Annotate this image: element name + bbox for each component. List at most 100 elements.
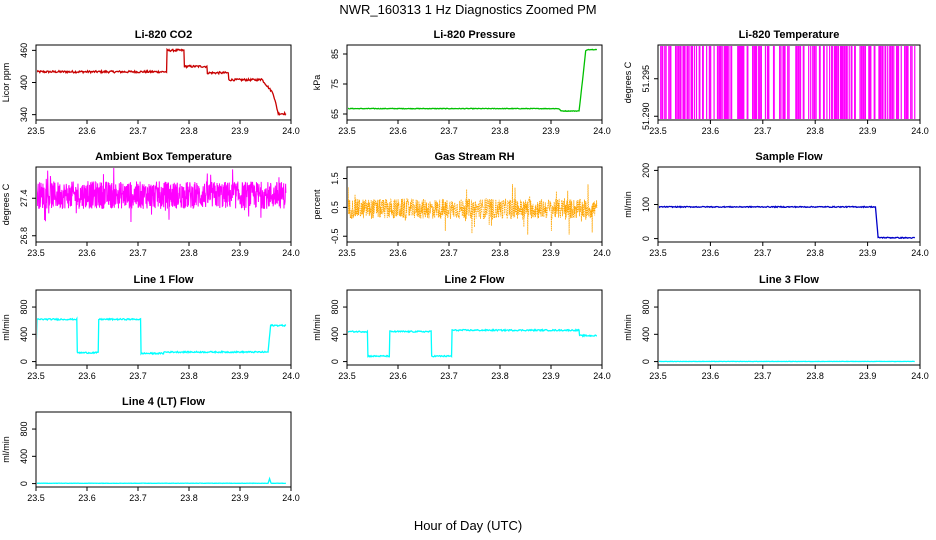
- x-tick-label: 23.7: [440, 371, 458, 381]
- x-tick-label: 23.8: [491, 126, 509, 136]
- y-tick-label: 800: [19, 422, 29, 437]
- x-tick-label: 24.0: [911, 371, 929, 381]
- x-tick-label: 23.5: [27, 493, 45, 503]
- y-tick-label: 400: [641, 327, 651, 342]
- y-axis-label: ml/min: [1, 436, 11, 463]
- data-series: [37, 47, 287, 117]
- y-axis-label: ml/min: [1, 314, 11, 341]
- x-tick-label: 23.5: [338, 248, 356, 258]
- subplot-title: Li-820 Pressure: [434, 29, 516, 41]
- x-tick-label: 23.9: [859, 371, 877, 381]
- y-tick-label: 340: [19, 107, 29, 122]
- subplot-5: Gas Stream RH percent 23.5 23.6 23.7 23.8 23.9…: [312, 151, 611, 258]
- x-tick-label: 24.0: [282, 126, 300, 136]
- plot-frame: [657, 289, 921, 366]
- x-tick-label: 23.5: [27, 371, 45, 381]
- x-tick-label: 23.6: [78, 371, 96, 381]
- y-tick-label: 1.5: [330, 172, 340, 185]
- plot-frame: [346, 289, 603, 366]
- x-tick-label: 24.0: [282, 248, 300, 258]
- subplot-title: Sample Flow: [755, 151, 823, 163]
- plot-frame: [346, 166, 603, 243]
- y-tick-label: -0.5: [330, 228, 340, 244]
- plot-frame: [35, 166, 292, 243]
- x-tick-label: 23.7: [754, 248, 772, 258]
- data-series: [348, 48, 597, 113]
- y-axis-label: percent: [312, 189, 322, 220]
- y-tick-label: 400: [330, 327, 340, 342]
- series-line: [37, 47, 287, 117]
- subplot-title: Ambient Box Temperature: [95, 151, 232, 163]
- plot-frame: [657, 44, 921, 121]
- x-tick-label: 23.7: [129, 493, 147, 503]
- x-tick-label: 23.6: [702, 371, 720, 381]
- series-line: [659, 205, 916, 240]
- x-tick-label: 24.0: [282, 493, 300, 503]
- y-tick-label: 0.5: [330, 201, 340, 214]
- series-line: [348, 48, 597, 113]
- subplot-10: Line 4 (LT) Flow ml/min 23.5 23.6 23.7 23.8 23…: [1, 396, 300, 503]
- y-tick-label: 200: [641, 163, 651, 178]
- x-tick-label: 23.7: [129, 126, 147, 136]
- y-tick-label: 800: [330, 300, 340, 315]
- series-line: [37, 316, 287, 356]
- subplot-title: Gas Stream RH: [434, 151, 514, 163]
- plot-frame: [346, 44, 603, 121]
- data-series: [37, 168, 287, 222]
- x-tick-label: 23.6: [389, 248, 407, 258]
- y-axis-label: kPa: [312, 75, 322, 91]
- subplot-9: Line 3 Flow ml/min 23.5 23.6 23.7 23.8 23.9 24.…: [623, 274, 929, 381]
- x-tick-label: 23.9: [542, 248, 560, 258]
- subplot-title: Line 1 Flow: [134, 274, 194, 286]
- y-axis-label: ml/min: [623, 191, 633, 218]
- y-tick-label: 75: [330, 79, 340, 89]
- subplot-8: Line 2 Flow ml/min 23.5 23.6 23.7 23.8 23.9 24.…: [312, 274, 611, 381]
- series-line: [37, 476, 286, 485]
- subplot-title: Line 3 Flow: [759, 274, 819, 286]
- y-tick-label: 51.290: [641, 102, 651, 130]
- series-line: [348, 184, 598, 235]
- data-series: [37, 476, 286, 485]
- x-tick-label: 23.9: [231, 248, 249, 258]
- y-tick-label: 400: [19, 449, 29, 464]
- x-tick-label: 24.0: [282, 371, 300, 381]
- y-tick-label: 800: [641, 300, 651, 315]
- y-axis-label: Licor ppm: [1, 63, 11, 103]
- data-series: [660, 46, 916, 119]
- y-tick-label: 0: [641, 236, 651, 241]
- x-tick-label: 23.8: [491, 371, 509, 381]
- x-tick-label: 24.0: [593, 371, 611, 381]
- x-tick-label: 23.8: [491, 248, 509, 258]
- x-tick-label: 23.7: [129, 248, 147, 258]
- data-series: [348, 184, 598, 235]
- x-tick-label: 23.7: [440, 126, 458, 136]
- x-tick-label: 23.7: [440, 248, 458, 258]
- data-series: [659, 205, 916, 240]
- subplot-title: Line 2 Flow: [445, 274, 505, 286]
- subplot-title: Li-820 CO2: [135, 29, 192, 41]
- x-tick-label: 23.7: [754, 126, 772, 136]
- plot-frame: [35, 289, 292, 366]
- subplot-6: Sample Flow ml/min 23.5 23.6 23.7 23.8 23.9 24.…: [623, 151, 929, 258]
- x-tick-label: 23.5: [338, 126, 356, 136]
- x-tick-label: 23.8: [180, 493, 198, 503]
- series-line: [660, 46, 916, 119]
- x-tick-label: 23.5: [649, 126, 667, 136]
- x-tick-label: 23.6: [389, 371, 407, 381]
- plot-frame: [657, 166, 921, 243]
- x-tick-label: 23.9: [231, 126, 249, 136]
- x-tick-label: 24.0: [593, 248, 611, 258]
- x-tick-label: 23.8: [180, 126, 198, 136]
- x-tick-label: 23.5: [27, 126, 45, 136]
- x-tick-label: 23.8: [806, 371, 824, 381]
- x-tick-label: 23.5: [27, 248, 45, 258]
- y-tick-label: 26.8: [19, 227, 29, 245]
- subplot-2: Li-820 Pressure kPa 23.5 23.6 23.7 23.8 23.9 24…: [312, 29, 611, 136]
- x-tick-label: 23.9: [859, 248, 877, 258]
- y-axis-label: ml/min: [312, 314, 322, 341]
- x-tick-label: 23.5: [649, 248, 667, 258]
- x-tick-label: 23.8: [806, 126, 824, 136]
- y-axis-label: degrees C: [1, 183, 11, 225]
- subplot-4: Ambient Box Temperature degrees C 23.5 23.6…: [1, 151, 300, 258]
